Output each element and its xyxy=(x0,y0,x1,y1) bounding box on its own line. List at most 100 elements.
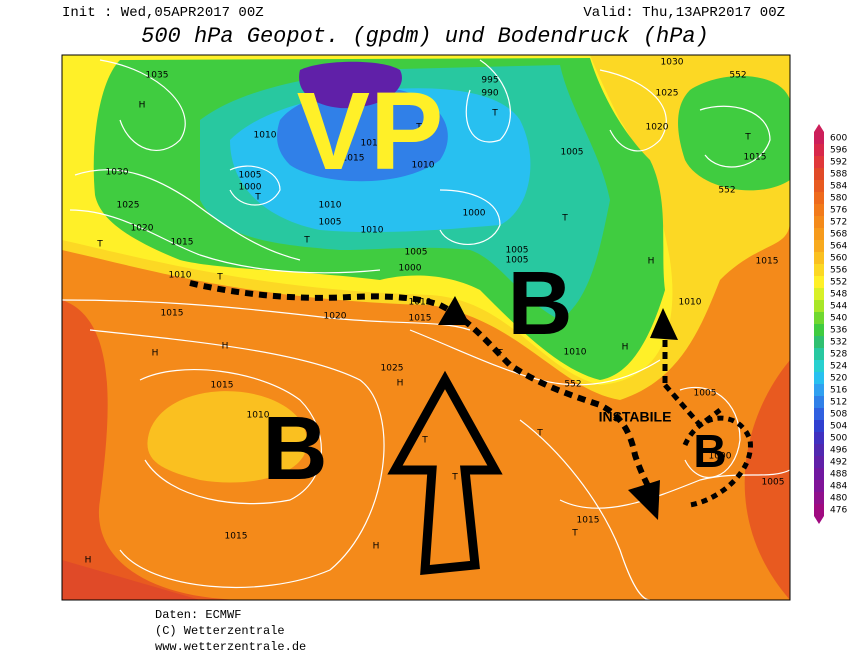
isobar-label: 1005 xyxy=(239,171,262,181)
big-arrow xyxy=(387,370,503,576)
pressure-center: T xyxy=(303,236,310,246)
colorbar-cell xyxy=(814,324,824,336)
isobar-label: 1005 xyxy=(506,256,529,266)
pressure-center: T xyxy=(571,529,578,539)
colorbar-cell xyxy=(814,168,824,180)
valid-text: Valid: Thu,13APR2017 00Z xyxy=(583,5,785,21)
colorbar-label: 492 xyxy=(830,458,847,468)
colorbar-label: 488 xyxy=(830,470,847,480)
map-annotations: VP B B B INSTABILE xyxy=(263,70,727,499)
colorbar-cap xyxy=(814,124,824,132)
colorbar-cell xyxy=(814,300,824,312)
pressure-center: H xyxy=(622,343,629,353)
colorbar-label: 500 xyxy=(830,434,847,444)
pressure-center: T xyxy=(451,473,458,483)
colorbar-cell xyxy=(814,312,824,324)
isobar-label: 1010 xyxy=(247,411,270,421)
annotation: VP xyxy=(297,70,444,193)
colorbar-cell xyxy=(814,336,824,348)
colorbar-cell xyxy=(814,396,824,408)
pressure-center: T xyxy=(216,273,223,283)
colorbar-cell xyxy=(814,264,824,276)
pressure-center: H xyxy=(152,349,159,359)
map-labels: H 1035 1030 1025 1020 1015 T 1010 T 1015 H H 1020 101… xyxy=(85,58,785,566)
colorbar-label: 560 xyxy=(830,254,847,264)
cold-core xyxy=(277,88,448,182)
isobar-label: 552 xyxy=(729,71,746,81)
isobar-label: 1030 xyxy=(106,168,129,178)
isobar-label: 995 xyxy=(481,76,498,86)
isobar-label: 1010 xyxy=(254,131,277,141)
isobar-label: 1005 xyxy=(319,218,342,228)
pressure-center: H xyxy=(85,556,92,566)
isobar-label: 1005 xyxy=(506,246,529,256)
pressure-center: T xyxy=(96,240,103,250)
isobar-label: 990 xyxy=(481,89,498,99)
isobar-label: 1015 xyxy=(409,314,432,324)
colorbar-cap xyxy=(814,516,824,524)
colorbar-label: 584 xyxy=(830,182,847,192)
pressure-center: T xyxy=(491,109,498,119)
annotation: B xyxy=(508,254,573,354)
isobar-label: 552 xyxy=(564,380,581,390)
isobar-label: 1000 xyxy=(463,209,486,219)
colorbar: 600 596 592 588 584 580 576 572 568 564 560 556 552 5… xyxy=(814,124,847,524)
annotation: B xyxy=(693,425,726,477)
isobar-label: 1015 xyxy=(577,516,600,526)
pressure-center: T xyxy=(496,349,503,359)
isobar-label: 1000 xyxy=(399,264,422,274)
warm-region xyxy=(62,560,200,600)
colorbar-cell xyxy=(814,360,824,372)
colorbar-cell xyxy=(814,420,824,432)
annotation: B xyxy=(263,399,328,499)
pressure-center: H xyxy=(139,101,146,111)
colorbar-label: 592 xyxy=(830,158,847,168)
pressure-center: H xyxy=(373,542,380,552)
colorbar-label: 548 xyxy=(830,290,847,300)
isobar-label: 552 xyxy=(718,186,735,196)
colorbar-label: 532 xyxy=(830,338,847,348)
isobar-label: 1015 xyxy=(361,139,384,149)
isobar-label: 1010 xyxy=(409,298,432,308)
isobar-label: 1015 xyxy=(161,309,184,319)
warm-region xyxy=(744,360,790,600)
colorbar-label: 540 xyxy=(830,314,847,324)
colorbar-cell xyxy=(814,456,824,468)
colorbar-label: 564 xyxy=(830,242,847,252)
colorbar-cell xyxy=(814,228,824,240)
colorbar-label: 524 xyxy=(830,362,847,372)
isobar-label: 1020 xyxy=(324,312,347,322)
colorbar-cell xyxy=(814,372,824,384)
colorbar-cell xyxy=(814,444,824,456)
isobar-label: 1005 xyxy=(561,148,584,158)
colorbar-label: 576 xyxy=(830,206,847,216)
isobar-label: 1035 xyxy=(146,71,169,81)
colorbar-cell xyxy=(814,480,824,492)
colorbar-label: 544 xyxy=(830,302,847,312)
colorbar-cell xyxy=(814,288,824,300)
isobar-label: 1010 xyxy=(169,271,192,281)
cold-core xyxy=(299,61,402,109)
pressure-center: T xyxy=(561,214,568,224)
colorbar-label: 520 xyxy=(830,374,847,384)
isobar-label: 1005 xyxy=(762,478,785,488)
colorbar-label: 536 xyxy=(830,326,847,336)
colorbar-label: 528 xyxy=(830,350,847,360)
isobar-label: 1015 xyxy=(744,153,767,163)
isobar-label: 1005 xyxy=(405,248,428,258)
colorbar-cell xyxy=(814,492,824,504)
arrow-head xyxy=(438,296,470,325)
ridge-region xyxy=(147,391,308,483)
arrow-head xyxy=(650,308,678,340)
colorbar-label: 512 xyxy=(830,398,847,408)
source-text: Daten: ECMWF xyxy=(155,608,241,622)
colorbar-cell xyxy=(814,468,824,480)
isobar-label: 1020 xyxy=(646,123,669,133)
arrow-head xyxy=(628,480,660,520)
pressure-center: T xyxy=(415,123,422,133)
colorbar-cell xyxy=(814,204,824,216)
pressure-center: H xyxy=(648,257,655,267)
isobar-label: 1025 xyxy=(117,201,140,211)
isobar-label: 1010 xyxy=(564,348,587,358)
